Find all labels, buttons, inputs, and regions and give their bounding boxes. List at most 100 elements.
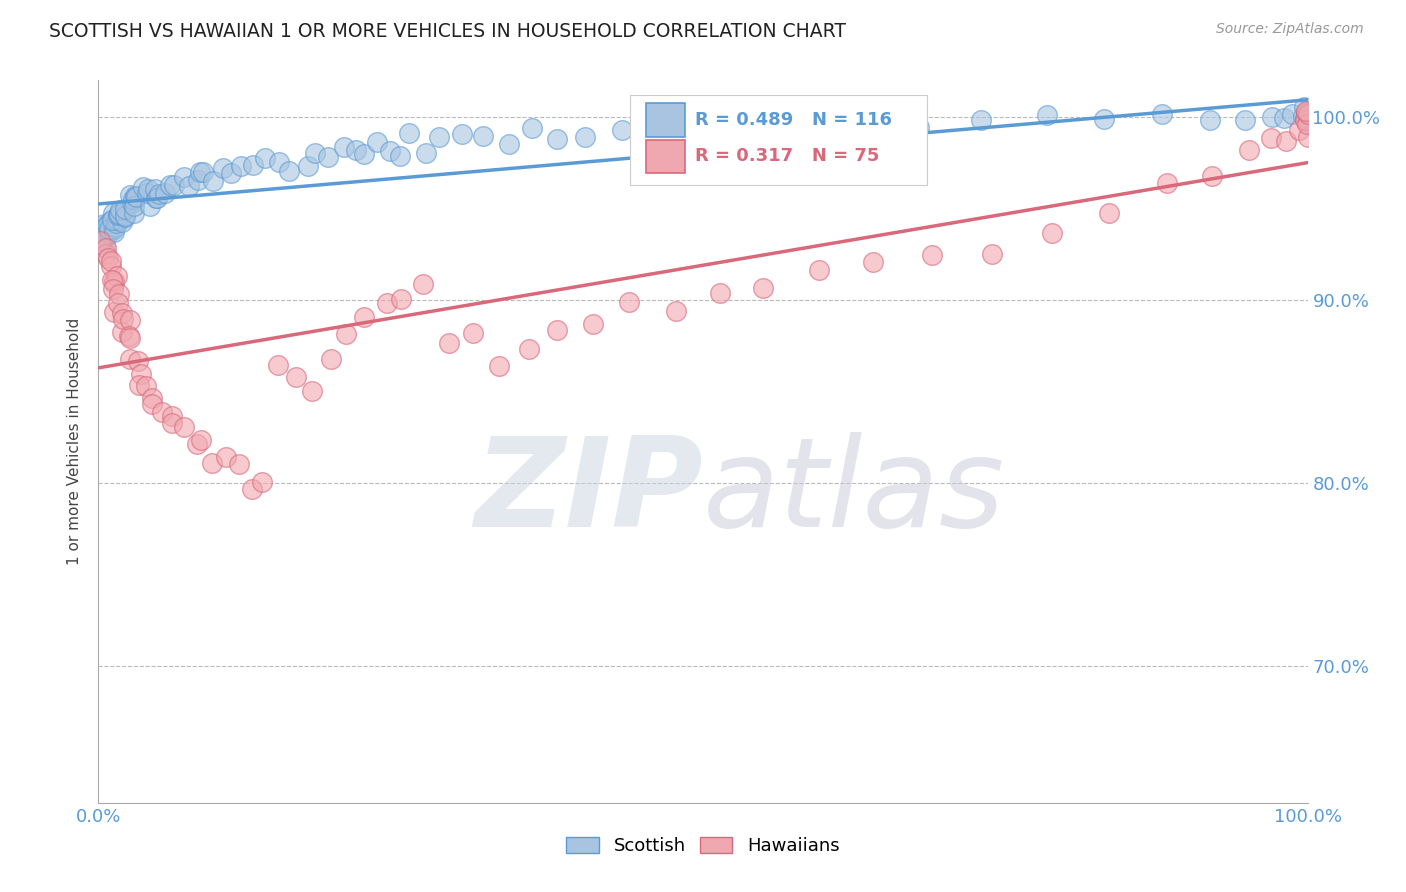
Point: [105, 213, 128, 227]
Point: [103, 225, 125, 239]
FancyBboxPatch shape: [647, 139, 685, 173]
Point: [1260, 130, 1282, 145]
Point: [148, 187, 170, 202]
Point: [114, 210, 136, 224]
FancyBboxPatch shape: [647, 103, 685, 136]
Point: [1150, 107, 1173, 121]
Point: [215, 450, 238, 464]
Text: ZIP: ZIP: [474, 432, 703, 553]
Point: [301, 384, 323, 399]
Point: [122, 192, 145, 206]
Point: [186, 437, 208, 451]
Point: [488, 359, 510, 373]
Point: [1294, 111, 1316, 125]
Point: [1272, 111, 1295, 125]
Point: [111, 312, 134, 326]
Point: [1292, 100, 1315, 114]
Point: [124, 188, 146, 202]
Point: [1296, 106, 1319, 120]
Point: [398, 126, 420, 140]
Point: [278, 164, 301, 178]
Legend: Scottish, Hawaiians: Scottish, Hawaiians: [560, 830, 846, 863]
Point: [118, 329, 141, 343]
Point: [114, 202, 136, 217]
Point: [129, 367, 152, 381]
Point: [98, 222, 121, 236]
Point: [177, 179, 200, 194]
Point: [353, 147, 375, 161]
Point: [94, 237, 117, 252]
Point: [145, 190, 167, 204]
Point: [132, 180, 155, 194]
Point: [101, 220, 124, 235]
FancyBboxPatch shape: [630, 95, 927, 185]
Point: [1261, 110, 1284, 124]
Point: [159, 178, 181, 193]
Point: [1296, 114, 1319, 128]
Point: [125, 190, 148, 204]
Point: [160, 416, 183, 430]
Point: [617, 295, 640, 310]
Point: [114, 210, 136, 224]
Point: [110, 209, 132, 223]
Text: SCOTTISH VS HAWAIIAN 1 OR MORE VEHICLES IN HOUSEHOLD CORRELATION CHART: SCOTTISH VS HAWAIIAN 1 OR MORE VEHICLES …: [49, 22, 846, 41]
Point: [120, 313, 142, 327]
Point: [122, 194, 145, 208]
Point: [212, 161, 235, 175]
Point: [103, 274, 125, 288]
Point: [124, 206, 146, 220]
Point: [742, 111, 765, 125]
Point: [1201, 169, 1223, 184]
Point: [517, 343, 540, 357]
Point: [145, 191, 167, 205]
Point: [107, 215, 129, 229]
Point: [100, 253, 122, 268]
Point: [472, 129, 495, 144]
Point: [103, 305, 125, 319]
Point: [849, 114, 872, 128]
Point: [610, 123, 633, 137]
Point: [100, 272, 122, 286]
Point: [353, 310, 375, 324]
Point: [135, 379, 157, 393]
Point: [127, 353, 149, 368]
Point: [97, 218, 120, 232]
Point: [108, 203, 131, 218]
Point: [789, 118, 811, 132]
Point: [188, 165, 211, 179]
Point: [1296, 111, 1319, 125]
Y-axis label: 1 or more Vehicles in Household: 1 or more Vehicles in Household: [67, 318, 83, 566]
Point: [1292, 109, 1315, 123]
Point: [107, 206, 129, 220]
Point: [582, 318, 605, 332]
Point: [970, 113, 993, 128]
Point: [201, 456, 224, 470]
Point: [97, 251, 120, 265]
Point: [546, 132, 568, 146]
Point: [112, 208, 135, 222]
Point: [981, 247, 1004, 261]
Point: [94, 223, 117, 237]
Point: [332, 140, 354, 154]
Point: [141, 391, 163, 405]
Point: [120, 188, 142, 202]
Point: [498, 137, 520, 152]
Point: [97, 216, 120, 230]
Point: [240, 482, 263, 496]
Text: atlas: atlas: [703, 432, 1005, 553]
Point: [90, 236, 112, 251]
Point: [111, 306, 134, 320]
Point: [93, 218, 115, 232]
Point: [136, 186, 159, 200]
Point: [284, 370, 307, 384]
Point: [160, 409, 183, 424]
Point: [118, 330, 141, 344]
Point: [1239, 143, 1261, 157]
Point: [96, 247, 118, 261]
Point: [451, 127, 474, 141]
Point: [101, 213, 124, 227]
Point: [319, 351, 342, 366]
Point: [187, 173, 209, 187]
Point: [921, 248, 943, 262]
Point: [128, 377, 150, 392]
